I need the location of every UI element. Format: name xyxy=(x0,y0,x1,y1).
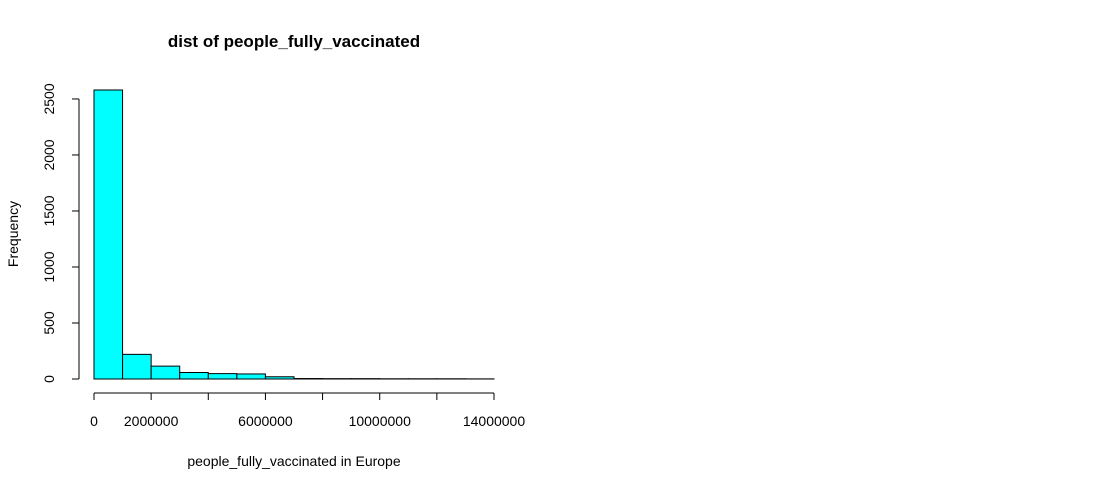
histogram-bar-5 xyxy=(236,373,266,380)
histogram-bars xyxy=(93,89,495,380)
histogram-bar-2 xyxy=(150,365,181,380)
y-tick-label-0: 0 xyxy=(41,375,57,383)
histogram-bar-4 xyxy=(207,373,238,380)
y-tick-label-3: 1500 xyxy=(41,195,57,226)
histogram-bar-0 xyxy=(93,89,124,380)
x-tick-label-1: 2000000 xyxy=(124,413,179,429)
y-tick-label-5: 2500 xyxy=(41,83,57,114)
y-tick-label-2: 1000 xyxy=(41,251,57,282)
x-tick-label-7: 14000000 xyxy=(463,413,526,429)
chart-title: dist of people_fully_vaccinated xyxy=(168,32,420,51)
x-tick-label-5: 10000000 xyxy=(349,413,412,429)
histogram-bar-1 xyxy=(122,353,152,380)
y-tick-label-1: 500 xyxy=(41,311,57,335)
y-axis-label: Frequency xyxy=(5,201,21,267)
y-tick-label-4: 2000 xyxy=(41,139,57,170)
x-axis-label: people_fully_vaccinated in Europe xyxy=(187,453,400,469)
x-axis: 0 2000000 6000000 10000000 14000000 xyxy=(90,392,526,429)
y-axis: 0 500 1000 1500 2000 2500 xyxy=(41,83,80,383)
x-tick-label-3: 6000000 xyxy=(238,413,293,429)
histogram-bar-3 xyxy=(179,372,209,380)
x-tick-label-0: 0 xyxy=(90,413,98,429)
histogram-bar-6 xyxy=(264,376,295,380)
